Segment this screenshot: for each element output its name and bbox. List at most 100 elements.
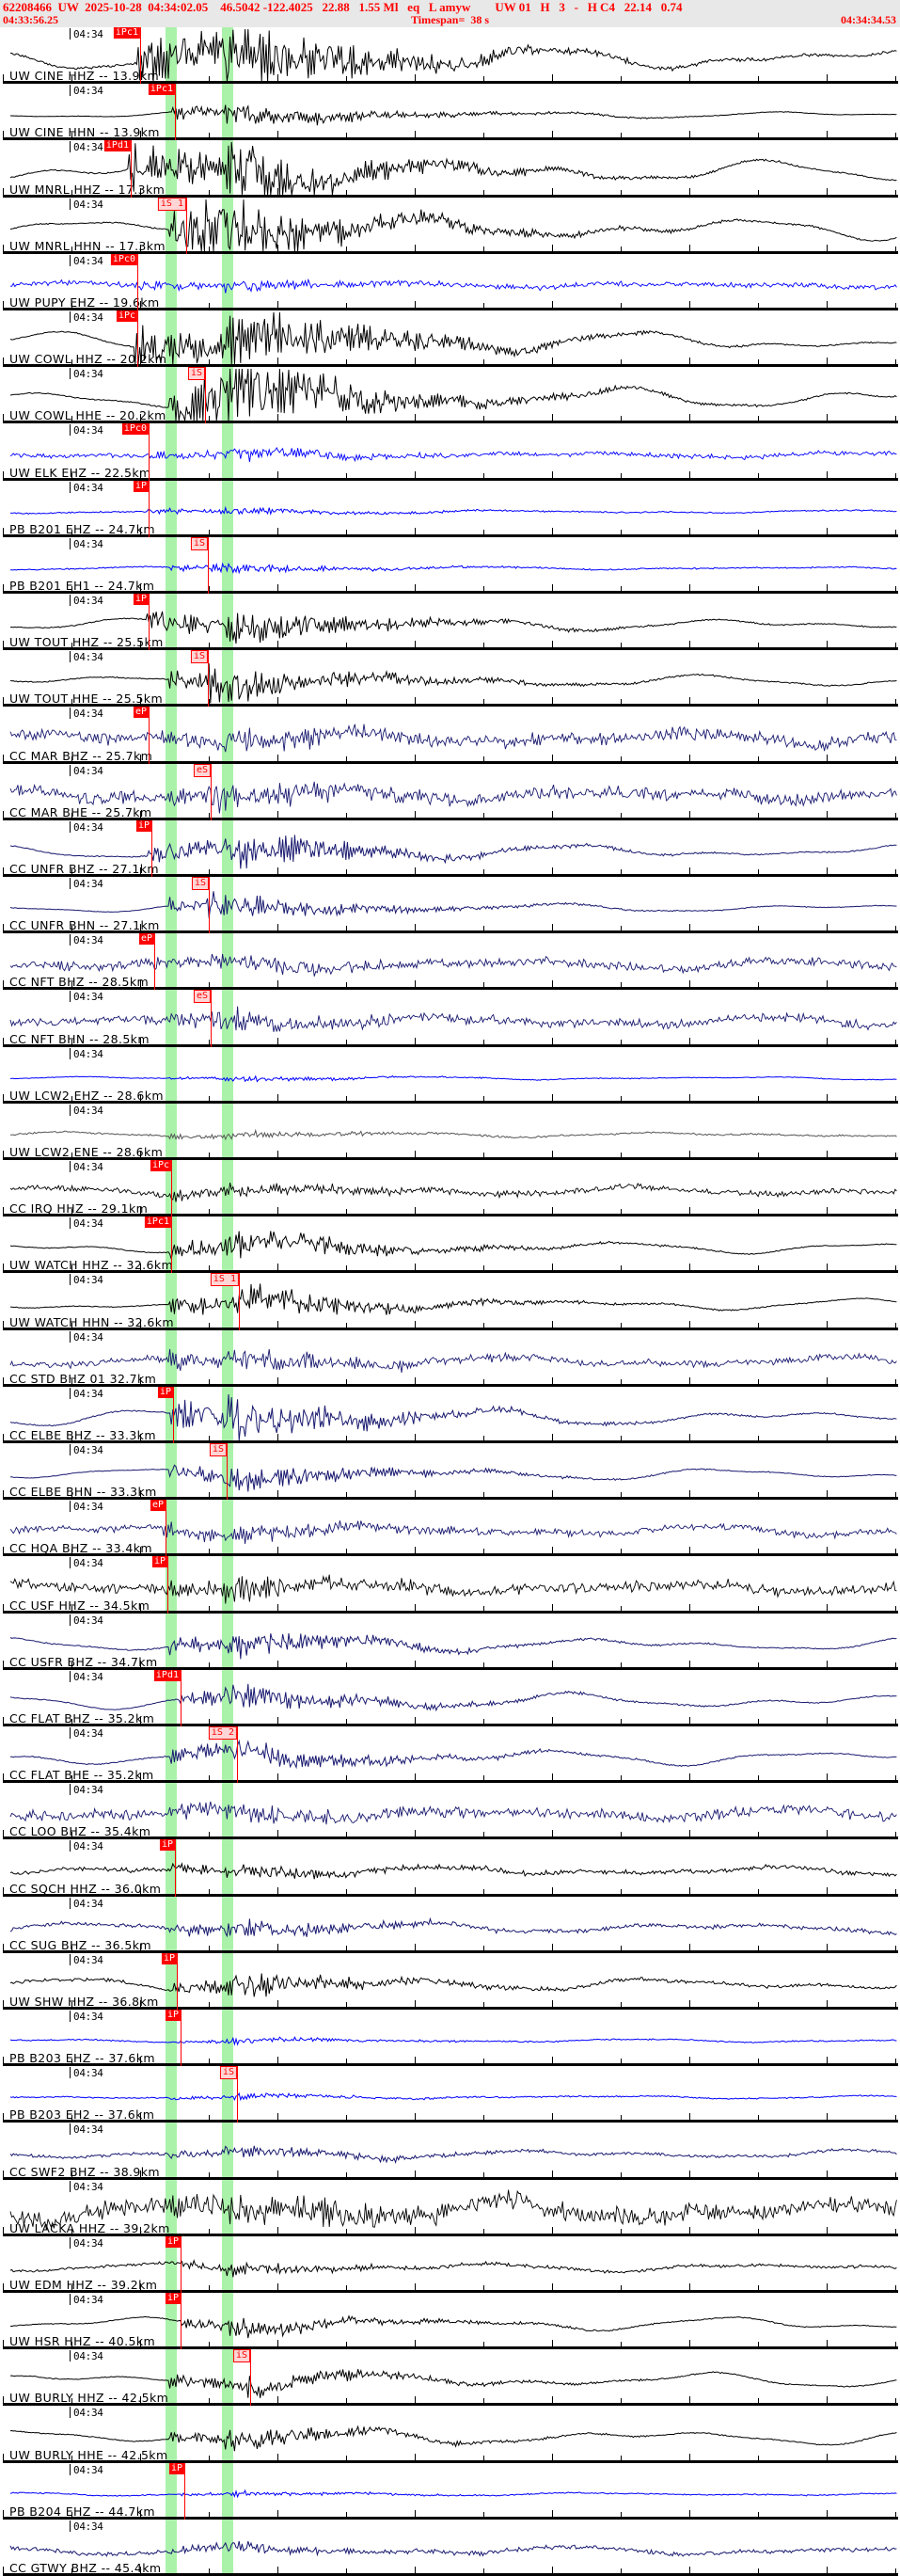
trace-row[interactable]: 04:34 UW COWL HHZ -- 20.2km iPc — [0, 310, 900, 367]
axis-tick — [346, 1209, 347, 1214]
trace-row[interactable]: 04:34 UW CINE HHZ -- 13.9km iPc1 — [0, 27, 900, 84]
trace-row[interactable]: 04:34 CC SUG BHZ -- 36.5km — [0, 1897, 900, 1953]
waveform — [3, 310, 898, 367]
trace-row[interactable]: 04:34 PB B203 EHZ -- 37.6km iP — [0, 2010, 900, 2066]
waveform — [3, 1047, 898, 1104]
axis-tick — [209, 1265, 210, 1270]
trace-row[interactable]: 04:34 UW MNRL HHN -- 17.3km iS 1 — [0, 198, 900, 254]
axis-tick — [415, 188, 416, 195]
axis-time-tickmark — [70, 1784, 71, 1795]
axis-time-tickmark — [70, 85, 71, 96]
axis-tick — [895, 2059, 896, 2063]
trace-row[interactable]: 04:34 PB B201 EH1 -- 24.7km iS — [0, 537, 900, 594]
trace-row[interactable]: 04:34 CC UNFR BHN -- 27.1km iS — [0, 877, 900, 933]
trace-row[interactable]: 04:34 UW WATCH HHZ -- 32.6km iPc1 — [0, 1216, 900, 1273]
trace-row[interactable]: 04:34 CC GTWY BHZ -- 45.4km — [0, 2520, 900, 2576]
waveform — [3, 140, 898, 198]
p-window-band — [166, 1897, 177, 1953]
trace-row[interactable]: 04:34 UW COWL HHE -- 20.2km iS — [0, 367, 900, 423]
trace-row[interactable]: 04:34 CC NFT BHZ -- 28.5km eP — [0, 933, 900, 990]
axis-tick — [758, 76, 759, 81]
axis-tick — [346, 1153, 347, 1157]
axis-time-tickmark — [70, 2011, 71, 2022]
trace-row[interactable]: 04:34 CC SWF2 BHZ -- 38.9km — [0, 2123, 900, 2180]
trace-row[interactable]: 04:34 PB B201 EHZ -- 24.7km iP — [0, 481, 900, 537]
trace-row[interactable]: 04:34 UW BURLY HHE -- 42.5km — [0, 2406, 900, 2463]
axis-time-label: 04:34 — [70, 1727, 103, 1740]
channel-label: PB B204 EHZ -- 44.7km — [9, 2504, 155, 2519]
axis-tick — [552, 980, 553, 987]
trace-row[interactable]: 04:34 UW TOUT HHZ -- 25.5km iP — [0, 594, 900, 650]
axis-tick — [140, 2340, 141, 2346]
trace-row[interactable]: 04:34 CC UNFR BHZ -- 27.1km iP — [0, 820, 900, 877]
trace-row[interactable]: 04:34 CC NFT BHN -- 28.5km eS — [0, 990, 900, 1047]
trace-row[interactable]: 04:34 UW WATCH HHN -- 32.6km iS 1 — [0, 1273, 900, 1330]
trace-row[interactable]: 04:34 UW LCW2 EHZ -- 28.6km — [0, 1047, 900, 1104]
axis-tick — [209, 133, 210, 137]
axis-time-text: 04:34 — [73, 878, 103, 890]
waveform — [3, 1216, 898, 1273]
trace-row[interactable]: 04:34 PB B204 EHZ -- 44.7km iP — [0, 2463, 900, 2520]
trace-row[interactable]: 04:34 UW LCW2 ENE -- 28.6km — [0, 1104, 900, 1160]
trace-row[interactable]: 04:34 UW HSR HHZ -- 40.5km iP — [0, 2293, 900, 2349]
axis-tick — [209, 2115, 210, 2120]
axis-tick — [3, 2171, 4, 2177]
trace-row[interactable]: 04:34 CC USF HHZ -- 34.5km iP — [0, 1556, 900, 1614]
axis-time-label: 04:34 — [70, 821, 103, 834]
axis-tick — [209, 473, 210, 478]
axis-tick — [71, 643, 72, 647]
trace-row[interactable]: 04:34 UW LACKA HHZ -- 39.2km — [0, 2180, 900, 2236]
axis-tick — [621, 2059, 622, 2063]
channel-label: CC GTWY BHZ -- 45.4km — [9, 2561, 162, 2575]
trace-row[interactable]: 04:34 UW CINE HHN -- 13.9km iPc1 — [0, 84, 900, 140]
p-pick-line — [181, 2293, 182, 2349]
trace-row[interactable]: 04:34 UW MNRL HHZ -- 17.3km iPd1 — [0, 140, 900, 198]
trace-row[interactable]: 04:34 CC MAR BHZ -- 25.7km eP — [0, 707, 900, 764]
trace-row[interactable]: 04:34 CC HQA BHZ -- 33.4km eP — [0, 1500, 900, 1556]
waveform — [3, 537, 898, 594]
trace-row[interactable]: 04:34 CC MAR BHE -- 25.7km eS — [0, 764, 900, 820]
p-window-band — [166, 2293, 177, 2349]
trace-row[interactable]: 04:34 UW TOUT HHE -- 25.5km iS — [0, 650, 900, 707]
trace-row[interactable]: 04:34 CC ELBE BHZ -- 33.3km iP — [0, 1387, 900, 1443]
axis-time-text: 04:34 — [73, 85, 103, 97]
axis-tick — [895, 2285, 896, 2290]
axis-tick — [3, 1377, 4, 1384]
p-pick-line — [149, 423, 150, 481]
time-axis — [3, 1270, 898, 1273]
s-window-band — [222, 1330, 233, 1387]
axis-time-label: 04:34 — [70, 991, 103, 1003]
axis-tick — [346, 586, 347, 591]
axis-time-text: 04:34 — [73, 424, 103, 437]
axis-time-text: 04:34 — [73, 1388, 103, 1400]
trace-row[interactable]: 04:34 UW PUPY EHZ -- 19.6km iPc0 — [0, 254, 900, 310]
axis-time-text: 04:34 — [73, 311, 103, 324]
trace-row[interactable]: 04:34 CC ELBE BHN -- 33.3km iS — [0, 1443, 900, 1500]
trace-row[interactable]: 04:34 UW EDM HHZ -- 39.2km iP — [0, 2236, 900, 2293]
trace-row[interactable]: 04:34 UW ELK EHZ -- 22.5km iPc0 — [0, 423, 900, 481]
axis-tick — [552, 414, 553, 421]
axis-tick — [346, 1096, 347, 1101]
axis-tick — [827, 1547, 828, 1553]
axis-tick — [209, 76, 210, 81]
trace-row[interactable]: 04:34 UW BURLY HHZ -- 42.5km iS — [0, 2349, 900, 2406]
trace-row[interactable]: 04:34 CC SQCH HHZ -- 36.0km iP — [0, 1839, 900, 1897]
axis-time-label: 04:34 — [70, 538, 103, 550]
trace-row[interactable]: 04:34 CC STD BHZ 01 32.7km — [0, 1330, 900, 1387]
waveform — [3, 707, 898, 764]
trace-row[interactable]: 04:34 CC FLAT BHE -- 35.2km iS 2 — [0, 1726, 900, 1783]
trace-row[interactable]: 04:34 PB B203 EH2 -- 37.6km iS — [0, 2066, 900, 2123]
trace-row[interactable]: 04:34 CC USFR BHZ -- 34.7km — [0, 1614, 900, 1670]
axis-time-label: 04:34 — [70, 1105, 103, 1117]
trace-row[interactable]: 04:34 UW SHW HHZ -- 36.8km iP — [0, 1953, 900, 2010]
trace-row[interactable]: 04:34 CC LOO BHZ -- 35.4km — [0, 1783, 900, 1839]
axis-tick — [483, 2285, 484, 2290]
header: 62208466 UW 2025-10-28 04:34:02.05 46.50… — [0, 0, 900, 27]
axis-tick — [689, 1094, 690, 1101]
axis-tick — [827, 1661, 828, 1667]
axis-tick — [71, 1436, 72, 1440]
trace-row[interactable]: 04:34 CC FLAT BHZ -- 35.2km iPd1 — [0, 1670, 900, 1726]
axis-tick — [209, 1492, 210, 1497]
time-axis — [3, 1101, 898, 1104]
trace-row[interactable]: 04:34 CC IRQ HHZ -- 29.1km iPc — [0, 1160, 900, 1216]
